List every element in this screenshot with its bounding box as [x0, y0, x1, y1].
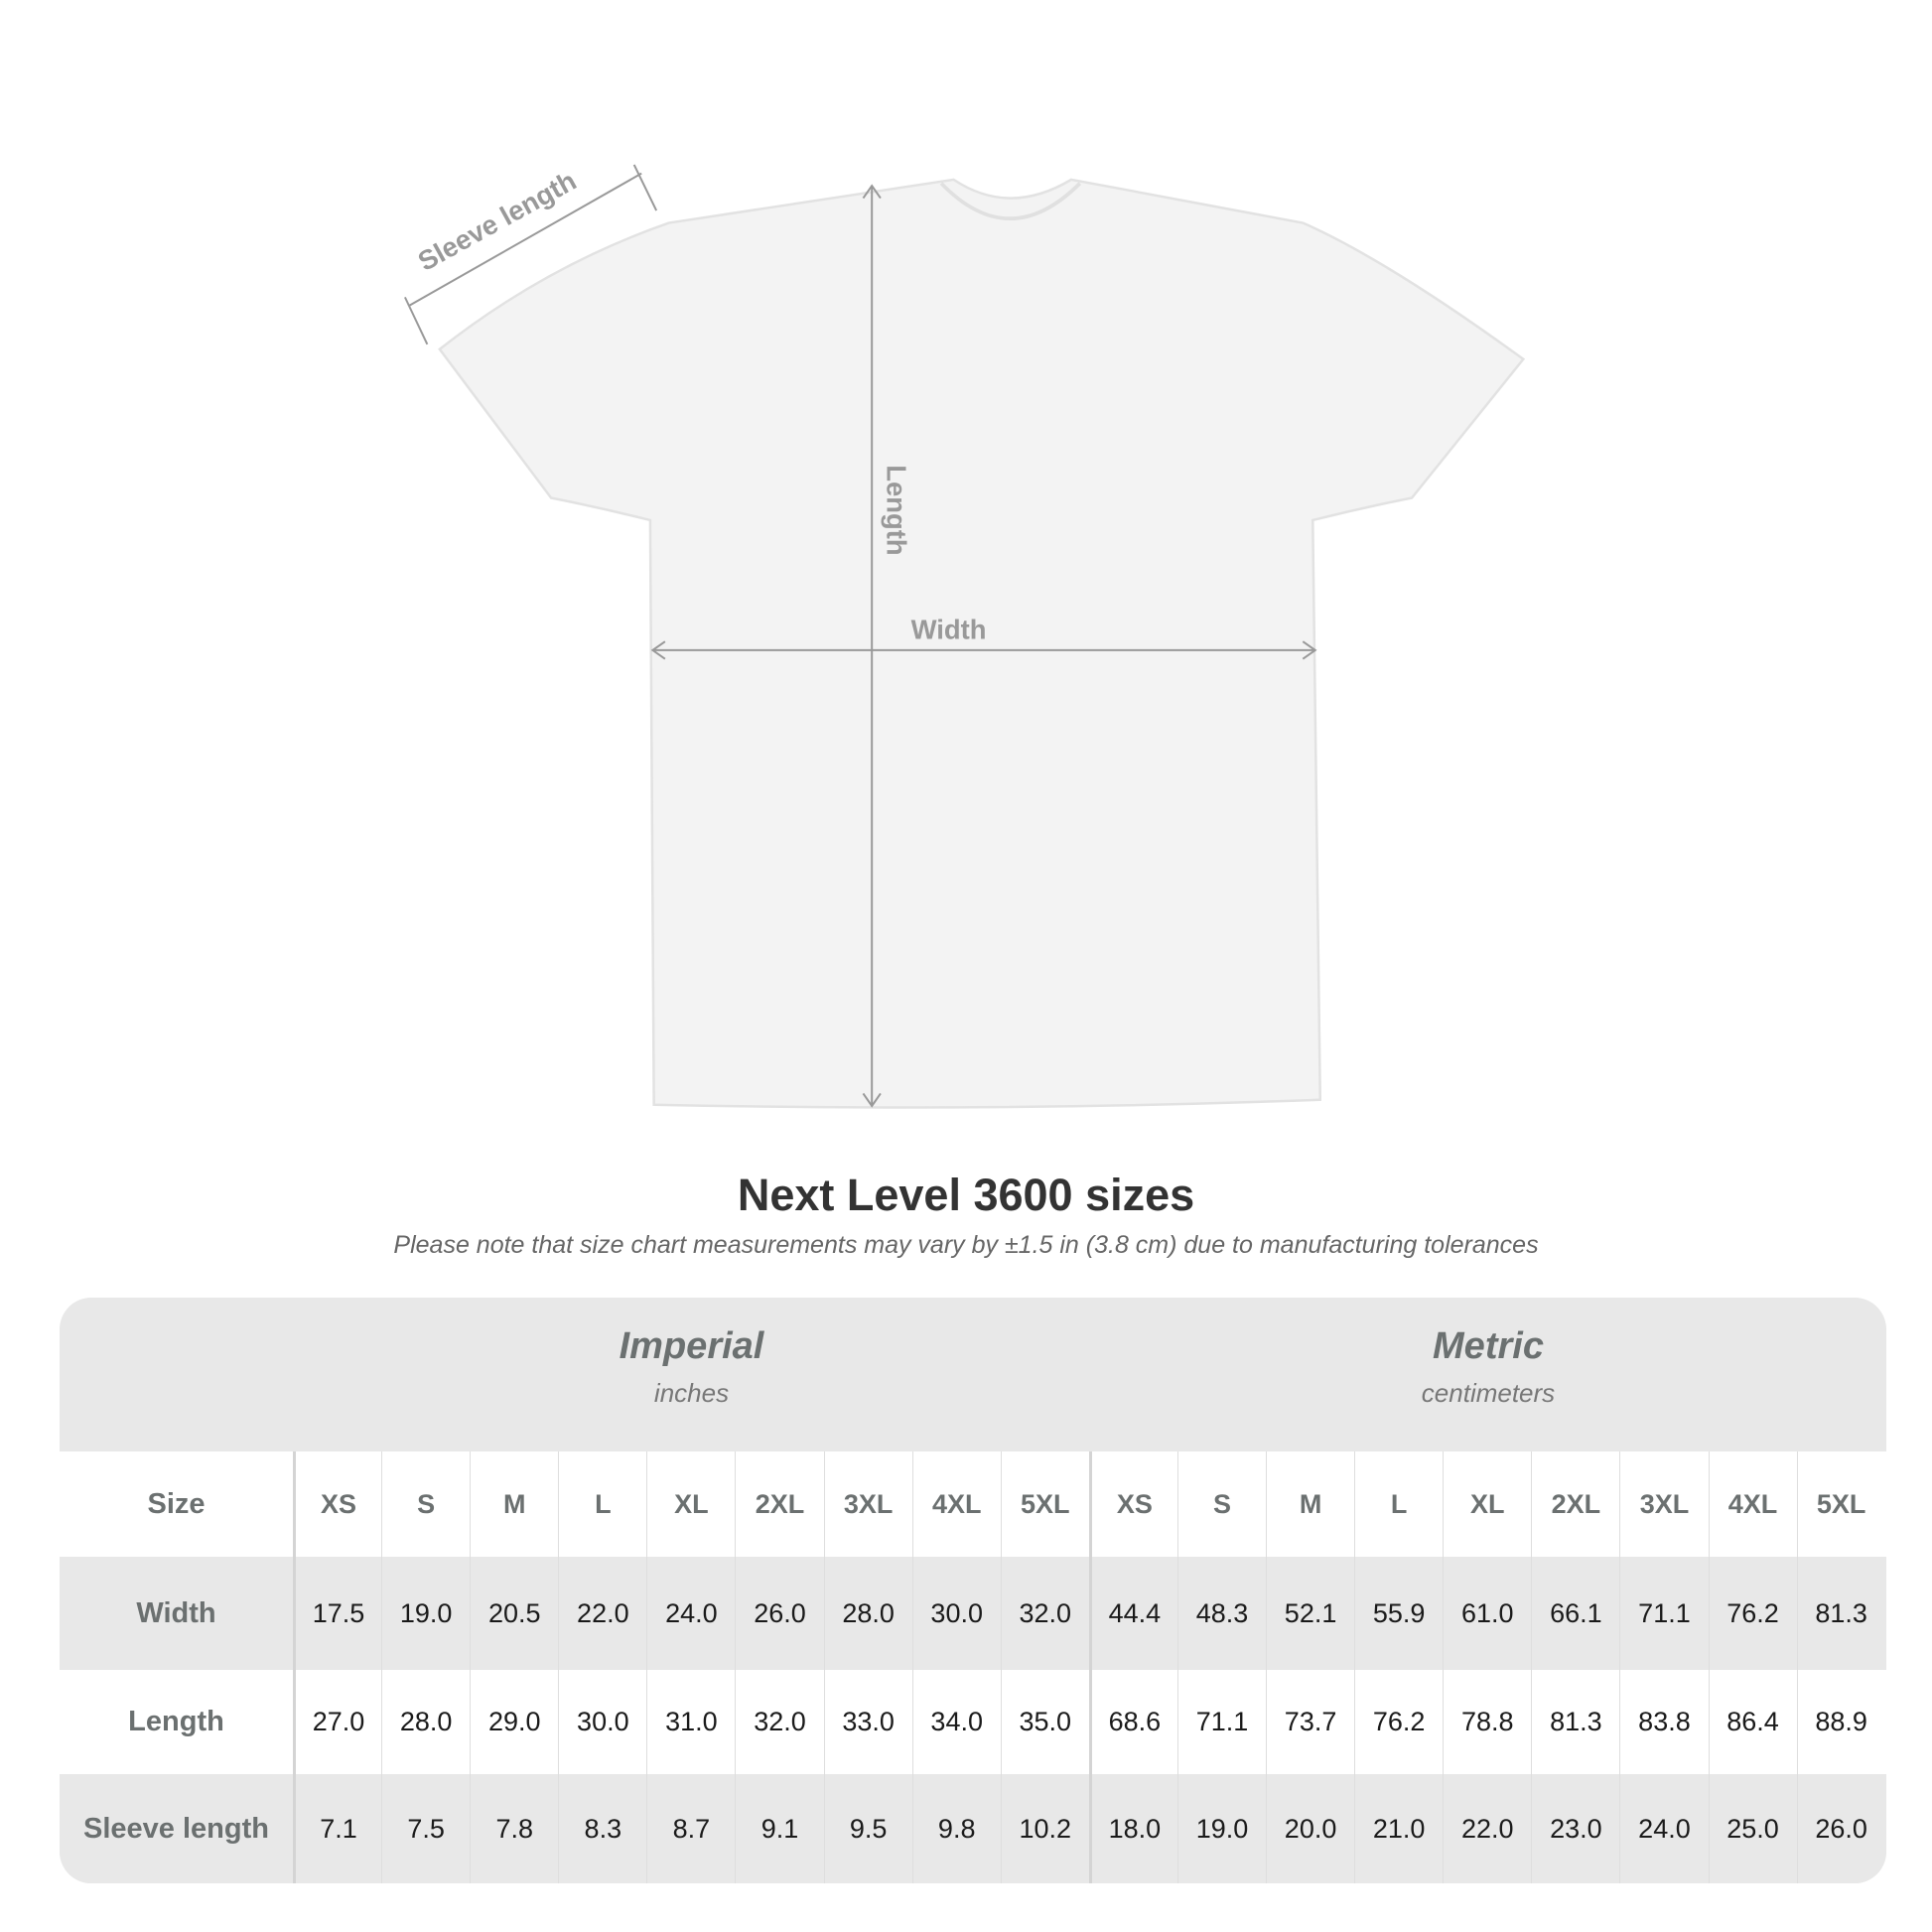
- imperial-value-cell: 20.5: [470, 1557, 558, 1670]
- metric-value-cell: 48.3: [1176, 1557, 1266, 1670]
- size-header-row: Size XS S M L XL 2XL 3XL 4XL 5XL XS S M L XL 2XL 3XL 4XL 5…: [60, 1451, 1886, 1557]
- sleeve-length-arrow: [404, 164, 658, 345]
- imperial-value-cell: 19.0: [381, 1557, 470, 1670]
- imperial-size-header: 2XL: [735, 1451, 823, 1557]
- imperial-size-header: XS: [293, 1451, 381, 1557]
- metric-value-cell: 21.0: [1354, 1774, 1443, 1883]
- metric-value-cell: 20.0: [1266, 1774, 1354, 1883]
- metric-size-header: 2XL: [1531, 1451, 1619, 1557]
- imperial-value-cell: 30.0: [558, 1670, 646, 1774]
- imperial-value-cell: 7.5: [381, 1774, 470, 1883]
- imperial-size-header: 3XL: [823, 1451, 912, 1557]
- metric-size-header: 5XL: [1796, 1451, 1885, 1557]
- row-label: Width: [136, 1596, 216, 1629]
- metric-value-cell: 61.0: [1443, 1557, 1531, 1670]
- size-chart-table: Imperial inches Metric centimeters Size X…: [60, 1298, 1886, 1883]
- imperial-value-cell: 8.7: [646, 1774, 735, 1883]
- table-row: Length 27.0 28.0 29.0 30.0 31.0 32.0 33.0 34.0 35…: [60, 1670, 1886, 1774]
- imperial-value-cell: 10.2: [1000, 1774, 1089, 1883]
- metric-value-cell: 81.3: [1796, 1557, 1885, 1670]
- imperial-value-cell: 9.1: [735, 1774, 823, 1883]
- table-row: Width 17.5 19.0 20.5 22.0 24.0 26.0 28.0 30.0 32.…: [60, 1557, 1886, 1670]
- imperial-size-header: L: [558, 1451, 646, 1557]
- imperial-size-header: S: [381, 1451, 470, 1557]
- imperial-value-cell: 30.0: [911, 1557, 1001, 1670]
- metric-label: Metric: [1433, 1325, 1544, 1367]
- imperial-value-cell: 22.0: [558, 1557, 646, 1670]
- metric-value-cell: 76.2: [1708, 1557, 1797, 1670]
- metric-value-cell: 68.6: [1088, 1670, 1177, 1774]
- metric-value-cell: 24.0: [1619, 1774, 1708, 1883]
- imperial-size-header: M: [470, 1451, 558, 1557]
- imperial-value-cell: 17.5: [293, 1557, 381, 1670]
- metric-value-cell: 83.8: [1619, 1670, 1708, 1774]
- metric-value-cell: 55.9: [1354, 1557, 1443, 1670]
- imperial-label: Imperial: [619, 1325, 764, 1367]
- imperial-value-cell: 24.0: [646, 1557, 735, 1670]
- metric-value-cell: 66.1: [1531, 1557, 1619, 1670]
- imperial-value-cell: 32.0: [1000, 1557, 1089, 1670]
- imperial-value-cell: 28.0: [381, 1670, 470, 1774]
- length-arrow: [862, 184, 882, 1108]
- imperial-value-cell: 28.0: [823, 1557, 912, 1670]
- collar: [939, 182, 1082, 221]
- row-label: Sleeve length: [83, 1812, 269, 1845]
- tolerance-note: Please note that size chart measurements…: [393, 1231, 1539, 1259]
- metric-header: Metric centimeters: [1090, 1298, 1886, 1451]
- metric-size-header: S: [1176, 1451, 1266, 1557]
- metric-value-cell: 44.4: [1088, 1557, 1177, 1670]
- metric-unit: centimeters: [1421, 1378, 1556, 1408]
- imperial-value-cell: 31.0: [646, 1670, 735, 1774]
- imperial-value-cell: 8.3: [558, 1774, 646, 1883]
- metric-value-cell: 71.1: [1176, 1670, 1266, 1774]
- metric-value-cell: 78.8: [1443, 1670, 1531, 1774]
- imperial-value-cell: 9.5: [823, 1774, 912, 1883]
- imperial-value-cell: 32.0: [735, 1670, 823, 1774]
- metric-value-cell: 76.2: [1354, 1670, 1443, 1774]
- imperial-value-cell: 9.8: [911, 1774, 1001, 1883]
- imperial-header: Imperial inches: [293, 1298, 1090, 1451]
- imperial-value-cell: 7.1: [293, 1774, 381, 1883]
- metric-value-cell: 52.1: [1266, 1557, 1354, 1670]
- imperial-value-cell: 29.0: [470, 1670, 558, 1774]
- metric-value-cell: 18.0: [1088, 1774, 1177, 1883]
- tshirt-illustration: [438, 178, 1526, 1109]
- imperial-value-cell: 27.0: [293, 1670, 381, 1774]
- width-arrow: [650, 640, 1317, 660]
- metric-size-header: 4XL: [1708, 1451, 1797, 1557]
- metric-size-header: XS: [1088, 1451, 1177, 1557]
- metric-value-cell: 26.0: [1796, 1774, 1885, 1883]
- metric-value-cell: 23.0: [1531, 1774, 1619, 1883]
- metric-value-cell: 86.4: [1708, 1670, 1797, 1774]
- metric-value-cell: 25.0: [1708, 1774, 1797, 1883]
- imperial-size-header: 5XL: [1000, 1451, 1089, 1557]
- table-row: Sleeve length 7.1 7.5 7.8 8.3 8.7 9.1 9.5 9.8 10.…: [60, 1774, 1886, 1883]
- metric-value-cell: 81.3: [1531, 1670, 1619, 1774]
- metric-value-cell: 22.0: [1443, 1774, 1531, 1883]
- metric-value-cell: 71.1: [1619, 1557, 1708, 1670]
- metric-value-cell: 73.7: [1266, 1670, 1354, 1774]
- imperial-value-cell: 33.0: [823, 1670, 912, 1774]
- imperial-size-header: XL: [646, 1451, 735, 1557]
- sleeve-length-label: Sleeve length: [413, 165, 582, 277]
- metric-size-header: 3XL: [1619, 1451, 1708, 1557]
- metric-value-cell: 88.9: [1796, 1670, 1885, 1774]
- row-label: Size: [147, 1487, 206, 1520]
- imperial-value-cell: 26.0: [735, 1557, 823, 1670]
- imperial-unit: inches: [653, 1378, 730, 1408]
- page-title: Next Level 3600 sizes: [737, 1170, 1195, 1220]
- length-label: Length: [881, 465, 911, 555]
- imperial-size-header: 4XL: [911, 1451, 1001, 1557]
- row-label: Length: [128, 1706, 224, 1737]
- metric-size-header: L: [1354, 1451, 1443, 1557]
- imperial-value-cell: 35.0: [1000, 1670, 1089, 1774]
- width-label: Width: [911, 615, 987, 645]
- imperial-value-cell: 34.0: [911, 1670, 1001, 1774]
- metric-value-cell: 19.0: [1176, 1774, 1266, 1883]
- metric-size-header: XL: [1443, 1451, 1531, 1557]
- metric-size-header: M: [1266, 1451, 1354, 1557]
- imperial-value-cell: 7.8: [470, 1774, 558, 1883]
